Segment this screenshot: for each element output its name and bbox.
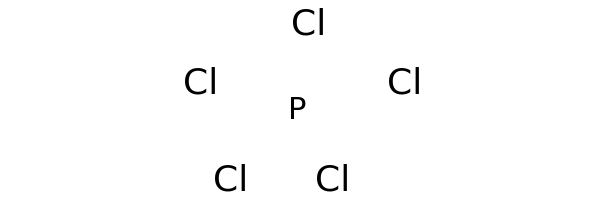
Text: Cl: Cl bbox=[388, 66, 422, 100]
Text: Cl: Cl bbox=[184, 66, 218, 100]
Text: Cl: Cl bbox=[214, 164, 248, 198]
Text: Cl: Cl bbox=[292, 8, 326, 42]
Text: Cl: Cl bbox=[316, 164, 350, 198]
Text: P: P bbox=[288, 96, 306, 125]
